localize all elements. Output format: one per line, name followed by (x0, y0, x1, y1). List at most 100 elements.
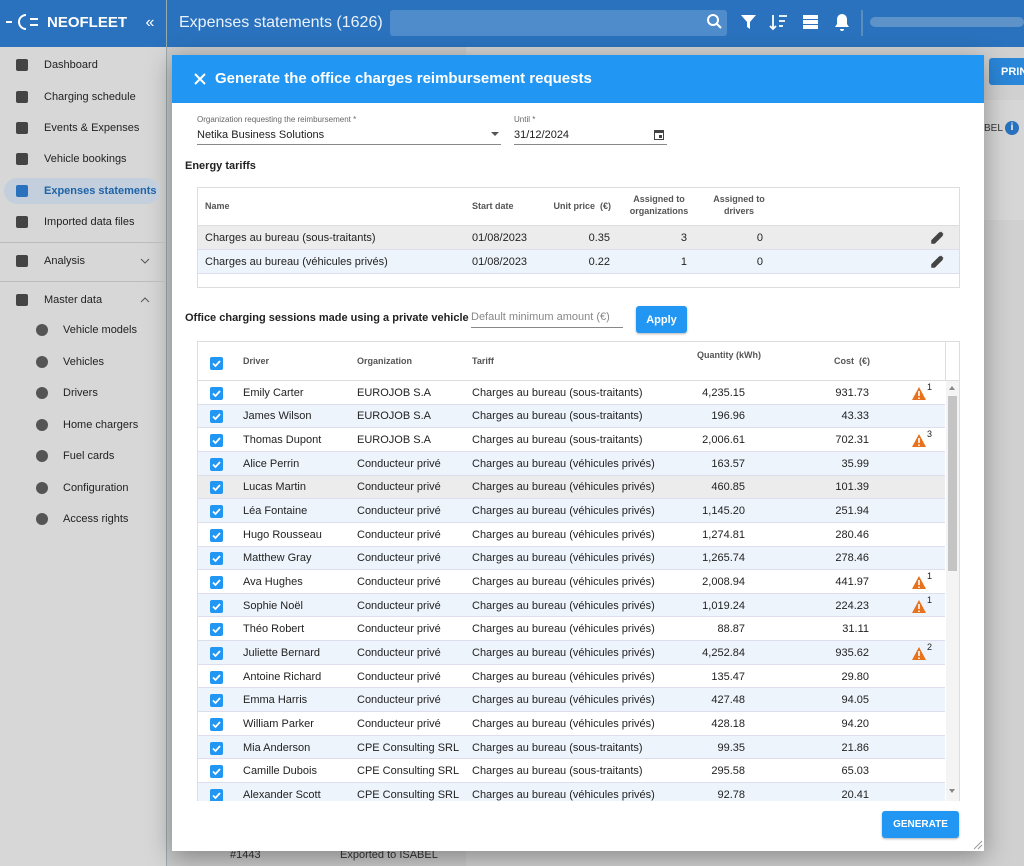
sidebar-item[interactable]: Imported data files (44, 216, 135, 228)
search-icon[interactable] (707, 14, 722, 29)
sort-icon[interactable] (769, 15, 787, 31)
checkbox[interactable] (210, 457, 223, 471)
checkbox[interactable] (210, 765, 223, 779)
table-row[interactable] (198, 546, 945, 571)
close-icon[interactable] (193, 72, 207, 86)
sidebar-item[interactable]: Vehicles (63, 355, 104, 368)
checkbox[interactable] (210, 528, 223, 542)
sidebar-icon[interactable] (35, 418, 49, 432)
checkbox[interactable] (210, 694, 223, 708)
table-row[interactable] (198, 688, 945, 713)
checkbox[interactable] (210, 717, 223, 731)
organization-select[interactable]: Netika Business Solutions (197, 129, 325, 141)
checkbox[interactable] (210, 576, 223, 590)
info-icon[interactable]: i (1005, 121, 1019, 135)
sidebar-icon[interactable] (35, 386, 49, 400)
checkbox[interactable] (210, 434, 223, 448)
sidebar-icon[interactable] (15, 90, 29, 104)
warning-icon[interactable] (911, 646, 927, 661)
checkbox[interactable] (210, 481, 223, 495)
sidebar-icon[interactable] (35, 323, 49, 337)
table-row[interactable] (198, 664, 945, 689)
print-button-label[interactable]: PRIN (1001, 66, 1024, 78)
sidebar-icon[interactable] (35, 355, 49, 369)
table-row[interactable] (198, 428, 945, 452)
checkbox[interactable] (210, 410, 223, 424)
sidebar-item[interactable]: Access rights (63, 513, 129, 525)
sidebar-item[interactable]: Events & Expenses (44, 122, 140, 134)
apply-button-label[interactable]: Apply (646, 314, 677, 326)
table-row[interactable] (198, 783, 945, 801)
checkbox[interactable] (210, 599, 223, 613)
scrollbar-thumb[interactable] (948, 396, 957, 571)
sidebar-icon[interactable] (15, 121, 29, 135)
table-row[interactable] (198, 570, 945, 594)
sidebar-item[interactable]: Home chargers (63, 418, 139, 431)
checkbox[interactable] (210, 670, 223, 684)
collapse-icon[interactable]: « (146, 14, 155, 31)
sidebar-group[interactable]: Analysis (44, 255, 85, 267)
table-row[interactable] (198, 404, 945, 429)
dropdown-arrow[interactable] (490, 131, 500, 137)
sidebar-item[interactable]: Vehicle models (63, 324, 137, 336)
sidebar-group[interactable]: Master data (44, 294, 103, 306)
sidebar-item[interactable]: Charging schedule (44, 91, 136, 103)
sidebar-icon[interactable] (15, 293, 29, 307)
chevron-icon[interactable] (140, 296, 150, 304)
apply-button[interactable] (636, 306, 687, 333)
notifications-icon[interactable] (835, 14, 849, 31)
edit-icon[interactable] (930, 255, 944, 269)
warning-icon[interactable] (911, 433, 927, 448)
table-row[interactable] (198, 712, 945, 736)
list-icon[interactable] (803, 15, 818, 29)
checkbox[interactable] (210, 386, 223, 400)
sidebar-icon[interactable] (35, 512, 49, 526)
table-row[interactable] (198, 499, 945, 523)
sidebar-active-highlight[interactable] (4, 178, 160, 204)
chevron-icon[interactable] (140, 257, 150, 265)
checkbox[interactable] (210, 552, 223, 566)
sidebar-icon[interactable] (15, 152, 29, 166)
generate-button[interactable] (882, 811, 959, 838)
warning-icon[interactable] (911, 386, 927, 401)
sidebar-item[interactable]: Expenses statements (44, 185, 157, 197)
checkbox[interactable] (210, 741, 223, 755)
sidebar-icon[interactable] (35, 449, 49, 463)
table-row[interactable] (198, 735, 945, 760)
generate-button-label[interactable]: GENERATE (893, 819, 948, 830)
warning-icon[interactable] (911, 575, 927, 590)
table-row[interactable] (198, 226, 959, 250)
sidebar-icon[interactable] (15, 215, 29, 229)
checkbox[interactable] (210, 505, 223, 519)
edit-icon[interactable] (930, 231, 944, 245)
checkbox[interactable] (210, 788, 223, 801)
print-button[interactable] (989, 58, 1024, 85)
user-name-blurred[interactable] (870, 17, 1024, 27)
table-row[interactable] (198, 641, 945, 665)
checkbox[interactable] (210, 646, 223, 660)
sidebar-icon[interactable] (15, 184, 29, 198)
sidebar-item[interactable]: Configuration (63, 481, 129, 494)
warning-icon[interactable] (911, 599, 927, 614)
sidebar-icon[interactable] (15, 254, 29, 268)
table-row[interactable] (198, 593, 945, 618)
filter-icon[interactable] (741, 15, 756, 29)
sidebar-item[interactable]: Vehicle bookings (44, 153, 127, 165)
sidebar-item[interactable]: Fuel cards (63, 450, 115, 462)
table-row[interactable] (198, 617, 945, 642)
sidebar-item[interactable]: Drivers (63, 387, 98, 399)
checkbox[interactable] (210, 357, 223, 370)
table-row[interactable] (198, 451, 945, 476)
sidebar-icon[interactable] (15, 58, 29, 72)
table-row[interactable] (198, 759, 945, 784)
resize-handle[interactable] (972, 839, 984, 851)
table-row[interactable] (198, 475, 945, 500)
table-row[interactable] (198, 250, 959, 274)
search-box[interactable] (390, 10, 727, 36)
sidebar-icon[interactable] (35, 481, 49, 495)
table-row[interactable] (198, 381, 945, 405)
calendar-icon[interactable] (654, 129, 664, 140)
min-amount-input[interactable]: Default minimum amount (€) (471, 311, 610, 323)
scroll-down-arrow[interactable] (948, 788, 956, 794)
sidebar-item[interactable]: Dashboard (44, 59, 98, 71)
